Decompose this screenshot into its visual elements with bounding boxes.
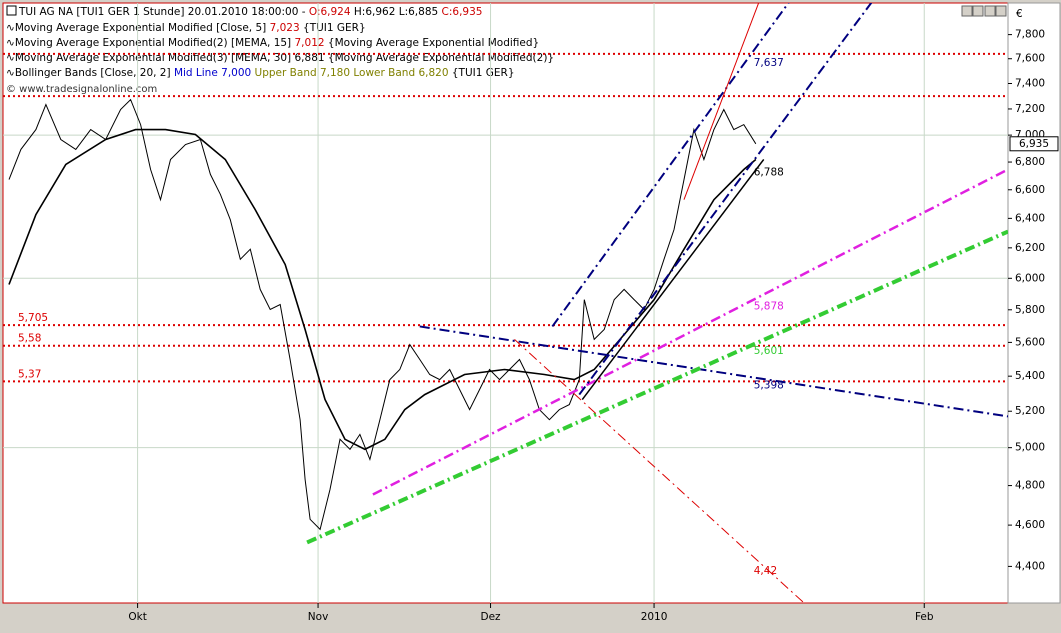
legend-lower: Lower Band 6,820	[353, 67, 448, 79]
trendline-label: 7,637	[754, 57, 784, 69]
price-line	[8, 128, 757, 451]
trendline-label: 5,601	[754, 345, 784, 357]
x-tick-label: Okt	[128, 611, 146, 623]
legend-extra: {Moving Average Exponential Modified}	[328, 37, 539, 49]
y-tick-label: 5,000	[1015, 442, 1045, 454]
x-tick-label: Dez	[481, 611, 502, 623]
y-tick-label: 5,600	[1015, 336, 1045, 348]
last-price-label: 6,935	[1019, 138, 1049, 150]
y-tick-label: 7,800	[1015, 29, 1045, 41]
ohlc-open: O:6,924	[309, 6, 351, 18]
axes-layer: Okt Nov Dez 2010 Feb 4,400 4,600 4,800 5,000 5,20…	[128, 29, 1059, 623]
toolbar	[961, 5, 1007, 17]
y-tick-label: 6,600	[1015, 184, 1045, 196]
trendline	[581, 159, 765, 400]
legend-name: Bollinger Bands [Close, 20, 2]	[15, 67, 171, 79]
trendline	[514, 339, 804, 603]
legend-entry: ∿Moving Average Exponential Modified(3) …	[6, 52, 554, 64]
y-tick-label: 6,200	[1015, 242, 1045, 254]
y-tick-label: 6,000	[1015, 272, 1045, 284]
ohlc-low: L:6,885	[399, 6, 438, 18]
x-tick-label: 2010	[641, 611, 668, 623]
ohlc-high: H:6,962	[354, 6, 396, 18]
y-tick-label: 7,600	[1015, 53, 1045, 65]
x-tick-label: Feb	[915, 611, 934, 623]
title: TUI AG NA [TUI1 GER 1 Stunde] 20.01.2010…	[18, 6, 306, 18]
level-label: 5,705	[18, 312, 48, 324]
trendline	[578, 3, 873, 396]
legend-entry: ∿Moving Average Exponential Modified(2) …	[6, 37, 539, 49]
trendline-label: 4,42	[754, 565, 777, 577]
legend-extra: {Moving Average Exponential Modified(2)}	[328, 52, 554, 64]
legend-mid: Mid Line 7,000	[174, 67, 251, 79]
last-price-box	[1009, 136, 1059, 152]
trendline-label: 6,788	[754, 167, 784, 179]
trendline-label: 5,878	[754, 300, 784, 312]
legend-value: 6,881	[295, 52, 325, 64]
trendline	[419, 325, 1008, 418]
trendline-label: 5,398	[754, 380, 784, 392]
plot-layer: 5,705 5,58 5,37 5,398 5,878 5,601 7,637 6,788 4,…	[3, 3, 1008, 603]
legend-name: Moving Average Exponential Modified(2) […	[15, 37, 291, 49]
y-tick-label: 4,600	[1015, 519, 1045, 531]
level-label: 5,58	[18, 333, 41, 345]
legend-entry: ∿Moving Average Exponential Modified [Cl…	[6, 22, 366, 34]
legend-entry: ∿Bollinger Bands [Close, 20, 2] Mid Line…	[6, 67, 515, 79]
y-tick-label: 7,400	[1015, 78, 1045, 90]
trendline	[551, 3, 790, 328]
plot-area	[2, 2, 1009, 604]
legend-name: Moving Average Exponential Modified [Clo…	[15, 22, 266, 34]
y-tick-label: 5,400	[1015, 370, 1045, 382]
price-axis	[1007, 2, 1061, 604]
level-label: 5,37	[18, 368, 41, 380]
close-button[interactable]	[995, 5, 1007, 17]
price-line	[8, 98, 757, 531]
trendline	[306, 229, 1008, 545]
y-tick-label: 6,800	[1015, 156, 1045, 168]
legend-upper: Upper Band 7,180	[255, 67, 350, 79]
trendline	[683, 3, 760, 200]
x-tick-label: Nov	[308, 611, 329, 623]
legend-extra: {TUI1 GER}	[303, 22, 366, 34]
legend-value: 7,012	[295, 37, 325, 49]
trendline	[372, 168, 1008, 496]
y-tick-label: 5,200	[1015, 405, 1045, 417]
y-tick-label: 5,800	[1015, 304, 1045, 316]
legend-extra: {TUI1 GER}	[452, 67, 515, 79]
y-tick-label: 7,200	[1015, 103, 1045, 115]
y-tick-label: 4,400	[1015, 560, 1045, 572]
y-tick-label: 4,800	[1015, 480, 1045, 492]
nav-right-button[interactable]	[972, 5, 984, 17]
axis-unit: €	[1016, 8, 1023, 20]
legend-name: Moving Average Exponential Modified(3) […	[15, 52, 291, 64]
nav-left-button[interactable]	[961, 5, 973, 17]
chart-title: TUI AG NA [TUI1 GER 1 Stunde] 20.01.2010…	[18, 6, 482, 18]
y-tick-label: 6,400	[1015, 212, 1045, 224]
restore-button[interactable]	[984, 5, 996, 17]
ohlc-close: C:6,935	[442, 6, 483, 18]
symbol-icon	[6, 5, 17, 16]
legend-value: 7,023	[270, 22, 300, 34]
watermark: © www.tradesignalonline.com	[6, 84, 157, 95]
